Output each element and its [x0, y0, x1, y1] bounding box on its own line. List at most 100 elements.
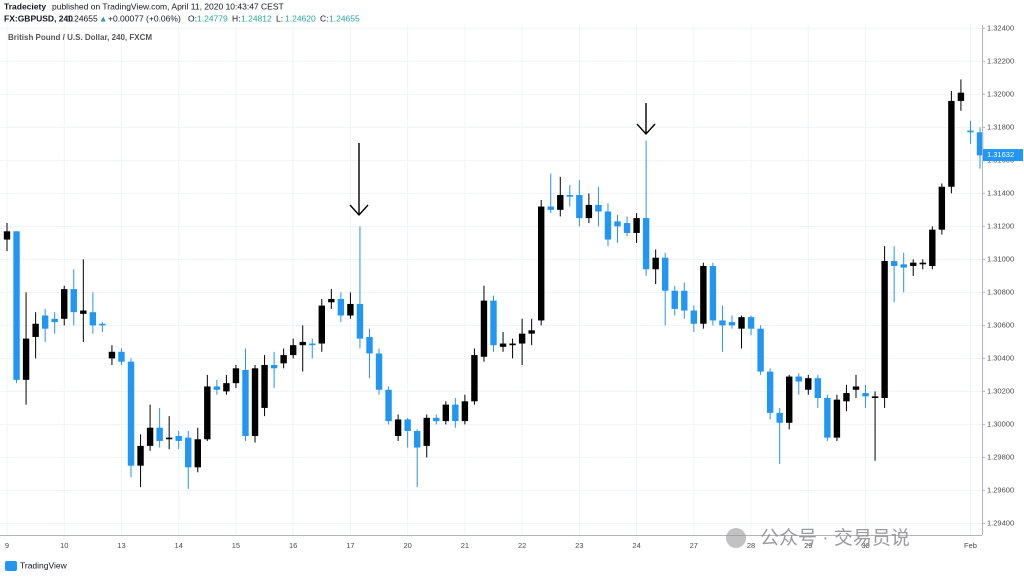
candle-body	[652, 257, 659, 270]
candle-body	[51, 318, 58, 323]
x-tick-label: 9	[5, 541, 9, 550]
candle-body	[242, 369, 249, 436]
watermark: 公众号 · 交易员说	[760, 527, 910, 549]
candle-body	[957, 92, 965, 101]
candle-body	[719, 320, 726, 326]
candle-body	[509, 343, 516, 346]
y-tick-label: 1.32000	[987, 89, 1014, 98]
candle-body	[204, 386, 211, 440]
arrow	[636, 103, 656, 136]
x-tick-label: 24	[632, 541, 640, 550]
candle-body	[681, 290, 688, 311]
y-tick-label: 1.30800	[987, 287, 1014, 296]
candle-body	[156, 427, 163, 441]
x-tick-label: 14	[175, 541, 183, 550]
candle-body	[824, 398, 831, 438]
candle-body	[490, 300, 497, 346]
candle-body	[61, 289, 68, 319]
candle-body	[32, 323, 39, 337]
axes: 1.29400 1.29600 1.29800 1.30000 1.30200 1.304…	[5, 23, 1023, 550]
x-tick-label: Feb	[964, 541, 977, 550]
candle-body	[852, 386, 860, 390]
candle-body	[89, 312, 97, 326]
candle-body	[13, 231, 20, 380]
y-tick-label: 1.29600	[987, 485, 1014, 494]
candle-body	[604, 211, 612, 240]
y-tick-label: 1.29800	[987, 452, 1014, 461]
footer: TradingView	[20, 560, 68, 570]
candle-body	[633, 218, 640, 233]
candle-body	[728, 322, 736, 326]
x-tick-label: 28	[747, 541, 755, 550]
x-tick-label: 15	[232, 541, 240, 550]
ohlc-value: 1.24812	[241, 13, 272, 23]
candle-body	[423, 417, 430, 446]
y-tick-label: 1.31400	[987, 188, 1014, 197]
candle-body	[700, 265, 707, 324]
candle-body	[757, 328, 764, 372]
candle-body	[910, 262, 917, 266]
candle-body	[146, 427, 154, 446]
y-tick-label: 1.30200	[987, 386, 1014, 395]
candle-body	[833, 399, 841, 438]
y-tick-label: 1.31800	[987, 122, 1014, 131]
candle-body	[289, 345, 297, 356]
candle-body	[461, 401, 469, 422]
change: +0.00077 (+0.06%)	[108, 13, 181, 23]
candle-body	[213, 386, 221, 390]
candle-body	[585, 204, 593, 219]
candle-body	[318, 305, 325, 344]
candle-body	[662, 257, 669, 291]
candle-body	[194, 439, 201, 468]
candle-body	[394, 419, 402, 436]
candle-body	[871, 396, 879, 399]
candle-body	[347, 303, 354, 316]
candle-body	[843, 393, 850, 402]
candle-body	[766, 371, 774, 413]
candle-body	[165, 437, 173, 440]
candle-body	[623, 223, 631, 233]
watermark-icon	[726, 528, 746, 548]
candle-body	[814, 378, 822, 399]
candle-body	[862, 393, 869, 397]
candle-body	[261, 365, 268, 408]
candle-body	[223, 383, 230, 392]
y-tick-label: 1.31000	[987, 254, 1014, 263]
x-tick-label: 27	[690, 541, 698, 550]
candle-body	[433, 417, 440, 422]
candle-body	[328, 298, 335, 303]
x-tick-label: 23	[575, 541, 583, 550]
candle-body	[299, 341, 306, 346]
x-tick-label: 30	[861, 541, 869, 550]
candle-body	[900, 264, 907, 268]
candle-body	[385, 389, 392, 422]
candle-body	[309, 343, 316, 346]
ohlc-value: 1.24620	[285, 13, 316, 23]
candle-body	[41, 315, 49, 329]
candle-body	[251, 368, 259, 436]
candle-body	[175, 435, 182, 441]
x-tick-label: 13	[117, 541, 125, 550]
candle-body	[614, 221, 621, 227]
y-tick-label: 1.30000	[987, 419, 1014, 428]
candle-body	[99, 323, 106, 326]
x-tick-label: 17	[346, 541, 354, 550]
candle-body	[805, 378, 812, 390]
candle-body	[499, 343, 507, 347]
candle-body	[557, 195, 564, 210]
candle-body	[881, 261, 888, 399]
x-tick-label: 21	[461, 541, 469, 550]
x-tick-label: 10	[60, 541, 68, 550]
candle-body	[185, 437, 192, 468]
candle-body	[776, 412, 783, 423]
candle-body	[890, 261, 898, 266]
x-tick-label: 29	[804, 541, 812, 550]
candle-body	[929, 229, 936, 266]
candle-body	[413, 431, 421, 448]
candle-body	[118, 351, 125, 362]
candle-body	[404, 419, 411, 432]
x-tick-label: 22	[518, 541, 526, 550]
candles	[3, 79, 984, 489]
candle-body	[22, 338, 30, 380]
candle-body	[108, 351, 116, 359]
